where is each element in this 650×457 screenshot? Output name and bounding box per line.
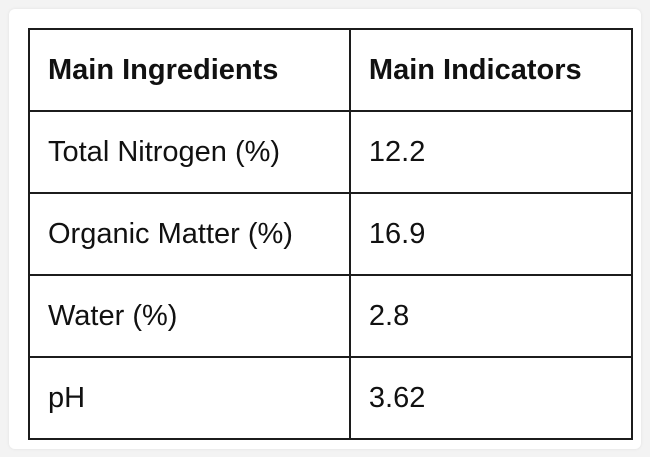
table-row: Water (%) 2.8 <box>28 274 634 358</box>
table-row: pH 3.62 <box>28 356 634 440</box>
header-main-ingredients: Main Ingredients <box>28 28 351 112</box>
table-header-row: Main Ingredients Main Indicators <box>28 28 634 112</box>
indicator-cell: 16.9 <box>348 192 634 276</box>
ingredient-cell: Organic Matter (%) <box>28 192 351 276</box>
indicator-cell: 3.62 <box>348 356 634 440</box>
indicator-cell: 12.2 <box>348 110 634 194</box>
table-row: Total Nitrogen (%) 12.2 <box>28 110 634 194</box>
indicator-cell: 2.8 <box>348 274 634 358</box>
ingredient-cell: Total Nitrogen (%) <box>28 110 351 194</box>
ingredients-table: Main Ingredients Main Indicators Total N… <box>28 28 634 440</box>
table-row: Organic Matter (%) 16.9 <box>28 192 634 276</box>
header-main-indicators: Main Indicators <box>348 28 634 112</box>
ingredient-cell: pH <box>28 356 351 440</box>
ingredient-cell: Water (%) <box>28 274 351 358</box>
table-card: Main Ingredients Main Indicators Total N… <box>9 9 641 449</box>
